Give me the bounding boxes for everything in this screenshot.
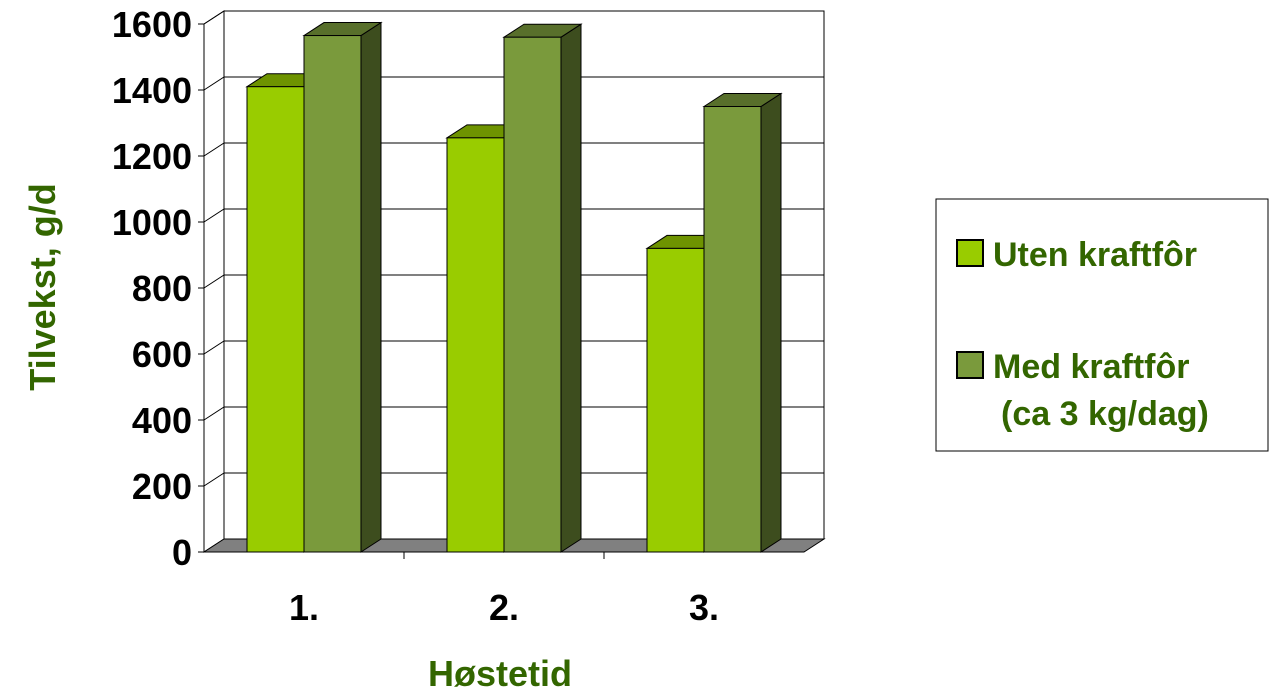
x-tick-labels: 1. 2. 3. — [289, 587, 719, 628]
y-tick-label-1000: 1000 — [112, 202, 192, 243]
legend-label-med-kraftfor-line2: (ca 3 kg/dag) — [1001, 395, 1209, 433]
gridline-1200 — [203, 142, 824, 157]
gridline-800 — [203, 274, 824, 289]
y-tick-label-1600: 1600 — [112, 4, 192, 45]
x-axis-title: Høstetid — [428, 653, 572, 694]
gridline-400 — [203, 406, 824, 421]
y-tick-label-800: 800 — [132, 268, 192, 309]
bar-front — [446, 137, 505, 553]
y-tick-label-1200: 1200 — [112, 136, 192, 177]
legend-label-uten-kraftfor: Uten kraftfôr — [993, 236, 1197, 274]
bar-front — [646, 247, 705, 553]
gridline-600 — [203, 340, 824, 355]
legend-swatch-uten-kraftfor — [956, 239, 984, 267]
gridline-1600 — [203, 10, 824, 25]
bar-med-kraftf-r-ca-3-kg-dag-3 — [702, 92, 783, 553]
y-tick-labels: 0 200 400 600 800 1000 1200 1400 1600 — [112, 4, 192, 573]
gridline-200 — [203, 472, 824, 487]
y-tick-label-0: 0 — [172, 532, 192, 573]
bars — [245, 21, 783, 553]
y-axis-title: Tilvekst, g/d — [22, 183, 63, 390]
y-tick-label-200: 200 — [132, 466, 192, 507]
y-tick-label-600: 600 — [132, 334, 192, 375]
bar-side — [560, 23, 582, 553]
bar-side — [760, 92, 782, 553]
legend: Uten kraftfôr Med kraftfôr (ca 3 kg/dag) — [935, 198, 1269, 452]
legend-swatch-med-kraftfor — [956, 351, 984, 379]
x-tick-label-2: 2. — [489, 587, 519, 628]
x-tick-label-1: 1. — [289, 587, 319, 628]
y-tick-label-1400: 1400 — [112, 70, 192, 111]
gridline-1000 — [203, 208, 824, 223]
bar-med-kraftf-r-ca-3-kg-dag-1 — [302, 21, 383, 553]
gridlines — [198, 10, 824, 553]
bar-front — [303, 35, 362, 553]
bar-med-kraftf-r-ca-3-kg-dag-2 — [502, 23, 583, 553]
gridline-1400 — [203, 76, 824, 91]
bar-side — [360, 21, 382, 553]
legend-box — [935, 198, 1269, 452]
bar-front — [503, 36, 562, 553]
x-tick-label-3: 3. — [689, 587, 719, 628]
legend-label-med-kraftfor-line1: Med kraftfôr — [993, 348, 1189, 386]
bar-front — [703, 106, 762, 553]
y-tick-label-400: 400 — [132, 400, 192, 441]
bar-front — [246, 86, 305, 553]
